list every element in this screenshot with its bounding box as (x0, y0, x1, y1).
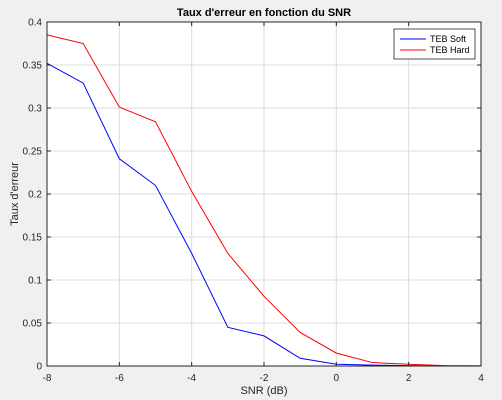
y-axis-label: Taux d'erreur (9, 162, 21, 226)
x-tick-label: 2 (406, 373, 412, 384)
x-tick-label: -4 (187, 373, 196, 384)
x-tick-label: -2 (260, 373, 269, 384)
legend-box (393, 28, 476, 60)
y-tick-label: 0.05 (23, 319, 43, 330)
ticks (46, 21, 482, 367)
y-tick-label: 0.2 (28, 190, 42, 201)
y-tick-label: 0.35 (23, 61, 43, 72)
tick-labels: -8 -6 -4 -2 0 2 4 0 0.05 0.1 0.15 0.2 0.25 0.3 0.35 0.4 (23, 18, 485, 385)
legend: TEB Soft TEB Hard (393, 28, 476, 60)
legend-label-hard: TEB Hard (430, 45, 470, 55)
legend-label-soft: TEB Soft (430, 34, 467, 44)
x-tick-label: -8 (43, 373, 52, 384)
y-tick-label: 0.1 (28, 276, 42, 287)
x-tick-label: -6 (115, 373, 124, 384)
y-tick-label: 0.4 (28, 18, 42, 29)
y-tick-label: 0 (36, 362, 42, 373)
y-tick-label: 0.15 (23, 233, 43, 244)
x-tick-label: 0 (334, 373, 340, 384)
x-axis-label: SNR (dB) (240, 385, 287, 397)
y-tick-label: 0.3 (28, 104, 42, 115)
x-tick-label: 4 (478, 373, 484, 384)
y-tick-label: 0.25 (23, 147, 43, 158)
chart-title: Taux d'erreur en fonction du SNR (177, 7, 351, 19)
